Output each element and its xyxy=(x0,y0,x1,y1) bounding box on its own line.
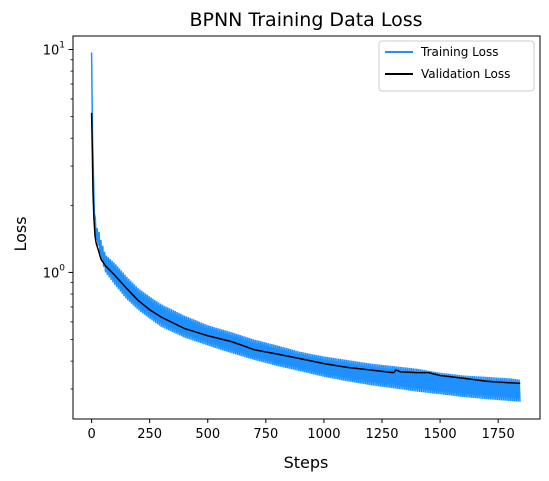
x-tick-label: 250 xyxy=(137,427,162,442)
x-tick-label: 500 xyxy=(195,427,220,442)
x-tick-label: 1750 xyxy=(482,427,515,442)
series-line-training-loss xyxy=(90,52,521,402)
x-tick-label: 750 xyxy=(253,427,278,442)
x-tick-label: 0 xyxy=(87,427,95,442)
chart-title: BPNN Training Data Loss xyxy=(189,9,422,31)
x-tick-label: 1250 xyxy=(365,427,398,442)
x-tick-label: 1500 xyxy=(424,427,457,442)
legend-label-validation-loss: Validation Loss xyxy=(421,67,510,81)
legend: Training Loss Validation Loss xyxy=(378,40,535,92)
series-line-validation-loss xyxy=(90,112,521,385)
y-axis-label: Loss xyxy=(11,216,30,251)
x-tick-label: 1000 xyxy=(307,427,340,442)
legend-label-training-loss: Training Loss xyxy=(420,45,498,59)
x-axis-label: Steps xyxy=(284,453,329,472)
legend-frame xyxy=(378,40,535,92)
plot-frame xyxy=(72,35,541,420)
